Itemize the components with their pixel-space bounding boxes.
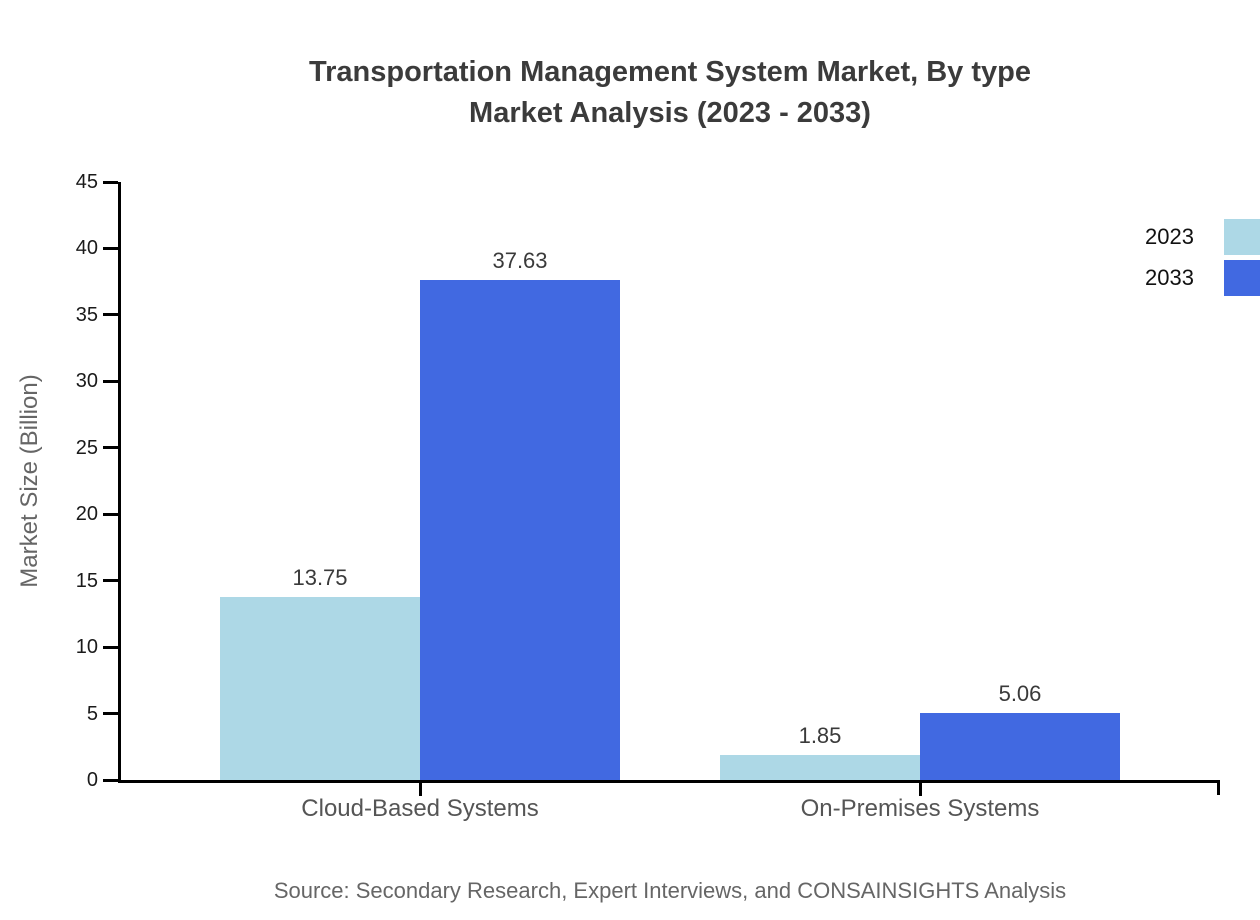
bar-value-label: 37.63 [492, 247, 548, 273]
chart-title-line1: Transportation Management System Market,… [309, 56, 1031, 88]
bar-value-label: 13.75 [292, 565, 348, 591]
y-axis-tick-label: 45 [75, 171, 98, 193]
y-axis-tick [103, 379, 118, 383]
legend-swatch [1224, 219, 1260, 255]
x-axis-category-label: On-Premises Systems [800, 795, 1040, 822]
legend-item: 2033 [1145, 260, 1260, 296]
y-axis-tick [103, 313, 118, 317]
legend-label: 2023 [1145, 224, 1194, 249]
plot-area: 0 5 10 15 20 25 30 35 40 45 13.75 37.63 Cloud-Based … [76, 171, 1220, 822]
chart-title: Transportation Management System Market,… [80, 52, 1260, 134]
bar [420, 279, 620, 780]
x-axis-end-tick [1217, 783, 1220, 795]
y-axis-tick-label: 30 [75, 370, 98, 393]
y-axis-tick [103, 579, 118, 583]
x-axis-category-label: Cloud-Based Systems [301, 795, 539, 822]
y-axis-tick-label: 0 [86, 769, 98, 791]
bar-value-label: 5.06 [998, 680, 1042, 706]
x-axis-tick [418, 783, 422, 796]
y-axis-tick [103, 778, 118, 782]
bar [220, 597, 420, 780]
bar [720, 755, 920, 780]
y-axis-tick-label: 10 [75, 636, 98, 659]
y-axis-tick [103, 180, 118, 184]
y-axis-tick-label: 35 [75, 303, 98, 326]
legend-label: 2033 [1145, 265, 1194, 290]
y-axis-tick [103, 246, 118, 250]
y-axis-tick-label: 5 [86, 702, 98, 725]
y-axis-tick-label: 25 [75, 436, 98, 459]
x-axis-line [118, 780, 1220, 783]
legend-item: 2023 [1145, 219, 1260, 255]
y-axis-tick [103, 645, 118, 649]
y-axis-title: Market Size (Billion) [16, 374, 43, 588]
bar [920, 712, 1120, 780]
y-axis-line [118, 182, 121, 783]
legend-swatch [1224, 260, 1260, 296]
bar-value-label: 1.85 [798, 723, 842, 749]
source-note: Source: Secondary Research, Expert Inter… [273, 878, 1067, 903]
chart-title-line2: Market Analysis (2023 - 2033) [469, 97, 871, 129]
x-axis-tick [918, 783, 922, 796]
y-axis-tick-label: 15 [75, 569, 98, 592]
legend: 2023 2033 [1145, 219, 1260, 296]
y-axis-tick [103, 512, 118, 516]
y-axis-tick-label: 20 [75, 503, 98, 526]
y-axis-tick [103, 446, 118, 450]
y-axis-tick [103, 712, 118, 716]
y-axis-tick-label: 40 [75, 237, 98, 260]
